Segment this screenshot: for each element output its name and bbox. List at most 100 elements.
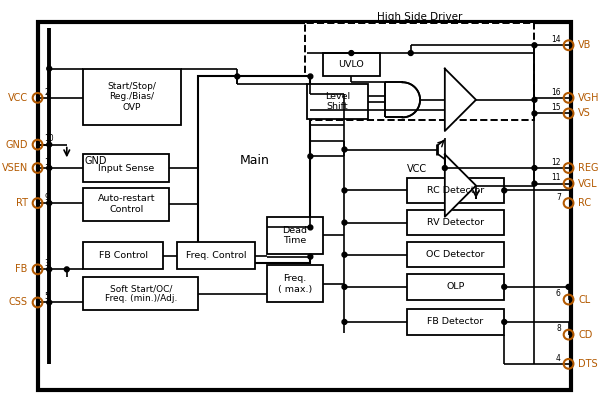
Text: 2: 2 <box>45 88 49 97</box>
Text: VS: VS <box>578 109 591 119</box>
Text: DTS: DTS <box>578 359 598 369</box>
Text: 15: 15 <box>551 103 561 112</box>
Text: 3: 3 <box>45 259 49 268</box>
Text: OLP: OLP <box>446 282 465 292</box>
FancyBboxPatch shape <box>177 242 255 269</box>
Text: VB: VB <box>578 40 592 50</box>
Text: 11: 11 <box>551 173 561 182</box>
Circle shape <box>349 51 354 55</box>
Text: FB: FB <box>16 264 28 274</box>
Circle shape <box>47 66 52 71</box>
Text: Input Sense: Input Sense <box>98 164 154 173</box>
Text: VCC: VCC <box>407 164 428 174</box>
Circle shape <box>47 142 52 147</box>
Text: Soft Start/OC/
Freq. (min.)/Adj.: Soft Start/OC/ Freq. (min.)/Adj. <box>105 284 177 304</box>
Text: Auto-restart
Control: Auto-restart Control <box>98 195 155 214</box>
Circle shape <box>502 285 507 290</box>
Polygon shape <box>445 69 476 131</box>
Text: CD: CD <box>578 330 593 339</box>
Circle shape <box>443 166 447 171</box>
Text: 12: 12 <box>551 158 561 167</box>
Circle shape <box>342 320 347 324</box>
Circle shape <box>342 188 347 193</box>
Circle shape <box>532 111 537 116</box>
Text: REG: REG <box>578 163 599 173</box>
FancyBboxPatch shape <box>308 84 368 119</box>
Text: OC Detector: OC Detector <box>426 250 485 259</box>
Text: Freq.
( max.): Freq. ( max.) <box>277 274 312 294</box>
Circle shape <box>532 43 537 47</box>
Text: Start/Stop/
Reg./Bias/
OVP: Start/Stop/ Reg./Bias/ OVP <box>107 82 157 112</box>
Text: CSS: CSS <box>9 297 28 307</box>
Circle shape <box>342 220 347 225</box>
Circle shape <box>532 97 537 102</box>
Circle shape <box>342 252 347 257</box>
Text: Freq. Control: Freq. Control <box>186 251 246 260</box>
Text: VGH: VGH <box>578 93 600 103</box>
Text: 4: 4 <box>556 354 561 363</box>
Text: Level
Shift: Level Shift <box>325 92 350 112</box>
Circle shape <box>532 166 537 171</box>
FancyBboxPatch shape <box>83 277 198 310</box>
Circle shape <box>308 225 313 230</box>
Circle shape <box>308 154 313 159</box>
FancyBboxPatch shape <box>198 76 311 263</box>
Text: 1: 1 <box>45 158 49 167</box>
Circle shape <box>47 300 52 305</box>
Text: 5: 5 <box>45 292 49 301</box>
Text: VGL: VGL <box>578 178 598 189</box>
Circle shape <box>342 147 347 152</box>
Text: UVLO: UVLO <box>338 60 364 69</box>
Text: 16: 16 <box>551 88 561 97</box>
Circle shape <box>342 285 347 290</box>
Text: GND: GND <box>84 156 107 166</box>
Text: Main: Main <box>239 154 270 167</box>
Text: 14: 14 <box>551 35 561 44</box>
FancyBboxPatch shape <box>37 22 572 390</box>
FancyBboxPatch shape <box>267 217 323 254</box>
Circle shape <box>308 254 313 259</box>
Text: RT: RT <box>16 198 28 208</box>
Circle shape <box>308 74 313 79</box>
FancyBboxPatch shape <box>323 53 379 76</box>
Text: VCC: VCC <box>8 93 28 103</box>
Circle shape <box>502 320 507 324</box>
FancyBboxPatch shape <box>83 154 169 182</box>
FancyBboxPatch shape <box>83 69 181 125</box>
Text: RC Detector: RC Detector <box>427 186 484 195</box>
Circle shape <box>47 201 52 206</box>
Text: VSEN: VSEN <box>2 163 28 173</box>
FancyBboxPatch shape <box>407 210 504 235</box>
FancyBboxPatch shape <box>306 23 534 120</box>
Text: High Side Driver: High Side Driver <box>377 12 463 22</box>
Text: 7: 7 <box>556 193 561 202</box>
Text: 6: 6 <box>556 289 561 298</box>
Text: 8: 8 <box>556 324 561 333</box>
FancyBboxPatch shape <box>83 188 169 221</box>
Text: 9: 9 <box>45 193 49 202</box>
Circle shape <box>65 267 69 272</box>
Circle shape <box>566 285 571 290</box>
FancyBboxPatch shape <box>407 309 504 335</box>
Text: CL: CL <box>578 294 590 304</box>
FancyBboxPatch shape <box>407 178 504 203</box>
Circle shape <box>502 188 507 193</box>
FancyBboxPatch shape <box>267 266 323 302</box>
Text: RC: RC <box>578 198 592 208</box>
FancyBboxPatch shape <box>407 274 504 299</box>
Text: Dead
Time: Dead Time <box>282 225 308 245</box>
Circle shape <box>532 181 537 186</box>
Text: FB Detector: FB Detector <box>428 318 484 326</box>
Polygon shape <box>385 82 420 117</box>
Text: GND: GND <box>5 140 28 150</box>
Circle shape <box>47 166 52 171</box>
Circle shape <box>235 74 240 79</box>
Circle shape <box>47 267 52 272</box>
FancyBboxPatch shape <box>83 242 163 269</box>
Text: RV Detector: RV Detector <box>427 218 484 227</box>
Text: FB Control: FB Control <box>99 251 148 260</box>
Polygon shape <box>445 154 476 217</box>
Text: 10: 10 <box>45 134 54 143</box>
Circle shape <box>408 51 413 55</box>
FancyBboxPatch shape <box>407 242 504 267</box>
